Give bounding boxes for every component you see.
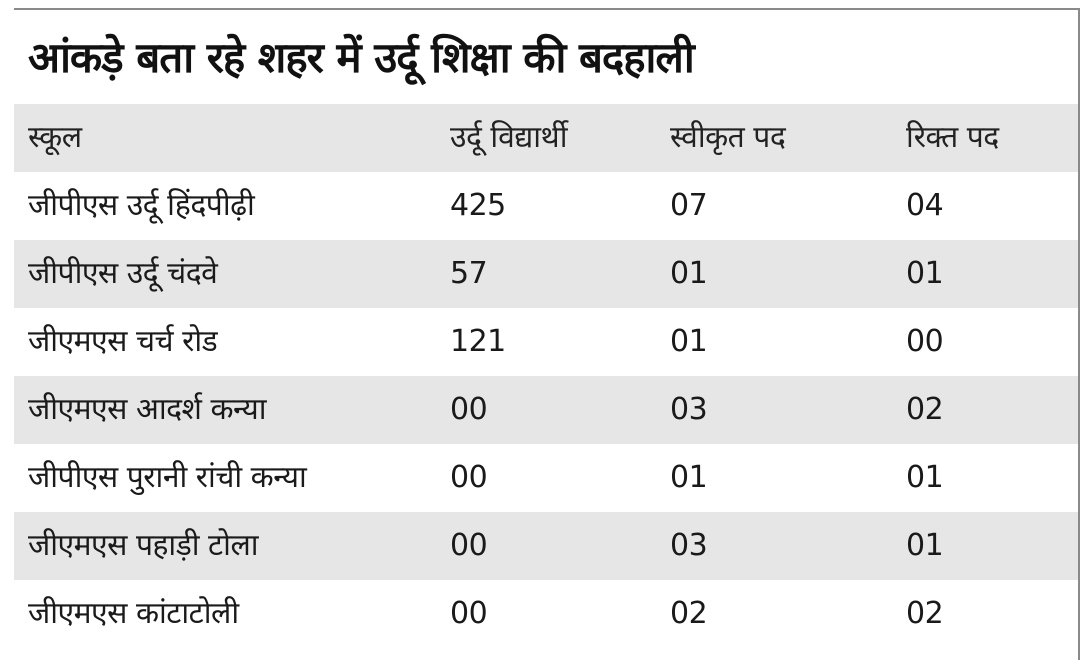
cell-sanctioned-posts: 01	[670, 460, 708, 495]
table-row: जीएमएस पहाड़ी टोला 00 03 01	[14, 512, 1078, 580]
cell-school: जीएमएस चर्च रोड	[28, 324, 218, 359]
cell-vacant-posts: 02	[906, 596, 944, 631]
table-row: जीएमएस कांटाटोली 00 02 02	[14, 580, 1078, 648]
cell-vacant-posts: 04	[906, 188, 944, 223]
table-row: जीएमएस आदर्श कन्या 00 03 02	[14, 376, 1078, 444]
cell-urdu-students: 57	[450, 256, 488, 291]
cell-urdu-students: 00	[450, 596, 488, 631]
table-row: जीएमएस चर्च रोड 121 01 00	[14, 308, 1078, 376]
data-table: स्कूल उर्दू विद्यार्थी स्वीकृत पद रिक्त …	[14, 104, 1078, 648]
cell-vacant-posts: 01	[906, 256, 944, 291]
table-row: जीपीएस उर्दू चंदवे 57 01 01	[14, 240, 1078, 308]
table-row: जीपीएस उर्दू हिंदपीढ़ी 425 07 04	[14, 172, 1078, 240]
cell-sanctioned-posts: 03	[670, 392, 708, 427]
cell-school: जीएमएस पहाड़ी टोला	[28, 528, 259, 563]
cell-sanctioned-posts: 07	[670, 188, 708, 223]
cell-urdu-students: 425	[450, 188, 506, 223]
header-urdu-students: उर्दू विद्यार्थी	[450, 120, 567, 155]
cell-urdu-students: 00	[450, 460, 488, 495]
cell-sanctioned-posts: 02	[670, 596, 708, 631]
cell-urdu-students: 121	[450, 324, 506, 359]
header-school: स्कूल	[28, 120, 82, 155]
cell-school: जीएमएस आदर्श कन्या	[28, 392, 267, 427]
cell-vacant-posts: 00	[906, 324, 944, 359]
cell-sanctioned-posts: 03	[670, 528, 708, 563]
cell-urdu-students: 00	[450, 528, 488, 563]
cell-vacant-posts: 02	[906, 392, 944, 427]
cell-school: जीपीएस उर्दू चंदवे	[28, 256, 218, 291]
header-vacant-posts: रिक्त पद	[906, 120, 999, 155]
cell-urdu-students: 00	[450, 392, 488, 427]
table-header-row: स्कूल उर्दू विद्यार्थी स्वीकृत पद रिक्त …	[14, 104, 1078, 172]
cell-vacant-posts: 01	[906, 528, 944, 563]
cell-school: जीपीएस उर्दू हिंदपीढ़ी	[28, 188, 255, 223]
cell-sanctioned-posts: 01	[670, 324, 708, 359]
page-title: आंकड़े बता रहे शहर में उर्दू शिक्षा की ब…	[28, 33, 695, 82]
cell-school: जीपीएस पुरानी रांची कन्या	[28, 460, 307, 495]
table-row: जीपीएस पुरानी रांची कन्या 00 01 01	[14, 444, 1078, 512]
header-sanctioned-posts: स्वीकृत पद	[670, 120, 786, 155]
cell-vacant-posts: 01	[906, 460, 944, 495]
cell-sanctioned-posts: 01	[670, 256, 708, 291]
cell-school: जीएमएस कांटाटोली	[28, 596, 239, 631]
